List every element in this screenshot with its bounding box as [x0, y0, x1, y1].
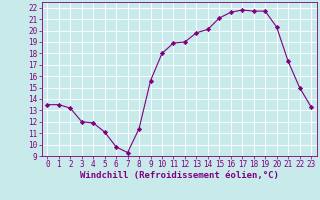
- X-axis label: Windchill (Refroidissement éolien,°C): Windchill (Refroidissement éolien,°C): [80, 171, 279, 180]
